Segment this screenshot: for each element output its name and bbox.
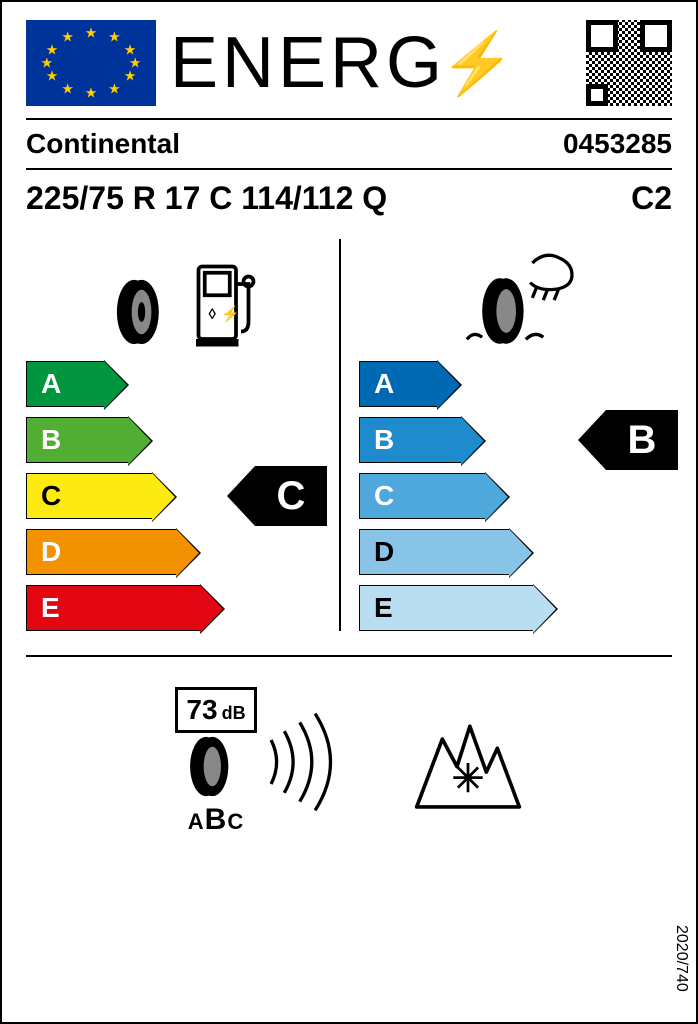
wet-bars: A B B C D E xyxy=(359,361,672,631)
tyre-class: C2 xyxy=(631,180,672,217)
eu-flag-icon: ★ ★ ★ ★ ★ ★ ★ ★ ★ ★ ★ ★ xyxy=(26,20,156,106)
noise-class-scale: ABC xyxy=(188,803,244,837)
snow-grip-icon xyxy=(413,707,523,817)
fuel-grade-label: A xyxy=(41,368,61,400)
wet-grade-label: B xyxy=(374,424,394,456)
lightning-icon: ⚡ xyxy=(440,28,519,99)
svg-text:⚡: ⚡ xyxy=(221,305,240,323)
tyre-rain-icon xyxy=(456,249,576,349)
brand-row: Continental 0453285 xyxy=(2,120,696,168)
wet-grip-chart: A B B C D E xyxy=(339,239,672,631)
tyre-icon xyxy=(179,727,253,801)
wet-grade-badge: B xyxy=(606,410,678,470)
spec-row: 225/75 R 17 C 114/112 Q C2 xyxy=(2,170,696,233)
sound-waves-icon xyxy=(263,707,343,817)
energy-title-text: ENERG xyxy=(170,22,446,104)
tyre-icon xyxy=(107,275,181,349)
energy-title: ENERG⚡ xyxy=(170,22,572,104)
rating-charts: ◊ ⚡ A B C C D E xyxy=(2,239,696,631)
bottom-row: 73 dB ABC xyxy=(2,657,696,837)
wet-grade-label: C xyxy=(374,480,394,512)
fuel-pump-icon: ◊ ⚡ xyxy=(193,259,259,349)
wet-grade-label: A xyxy=(374,368,394,400)
svg-text:◊: ◊ xyxy=(208,306,216,323)
fuel-bars: A B C C D E xyxy=(26,361,339,631)
tyre-spec: 225/75 R 17 C 114/112 Q xyxy=(26,180,387,217)
qr-code-icon xyxy=(586,20,672,106)
brand-name: Continental xyxy=(26,128,180,160)
noise-unit: dB xyxy=(222,703,246,724)
fuel-efficiency-chart: ◊ ⚡ A B C C D E xyxy=(26,239,339,631)
fuel-grade-label: E xyxy=(41,592,60,624)
fuel-grade-label: B xyxy=(41,424,61,456)
label-header: ★ ★ ★ ★ ★ ★ ★ ★ ★ ★ ★ ★ ENERG⚡ xyxy=(2,2,696,118)
fuel-grade-badge: C xyxy=(255,466,327,526)
fuel-grade-label: C xyxy=(41,480,61,512)
regulation-reference: 2020/740 xyxy=(672,925,690,992)
noise-value: 73 xyxy=(186,694,217,726)
article-number: 0453285 xyxy=(563,128,672,160)
wet-grade-label: D xyxy=(374,536,394,568)
fuel-grade-label: D xyxy=(41,536,61,568)
wet-grade-label: E xyxy=(374,592,393,624)
noise-block: 73 dB ABC xyxy=(175,687,342,837)
